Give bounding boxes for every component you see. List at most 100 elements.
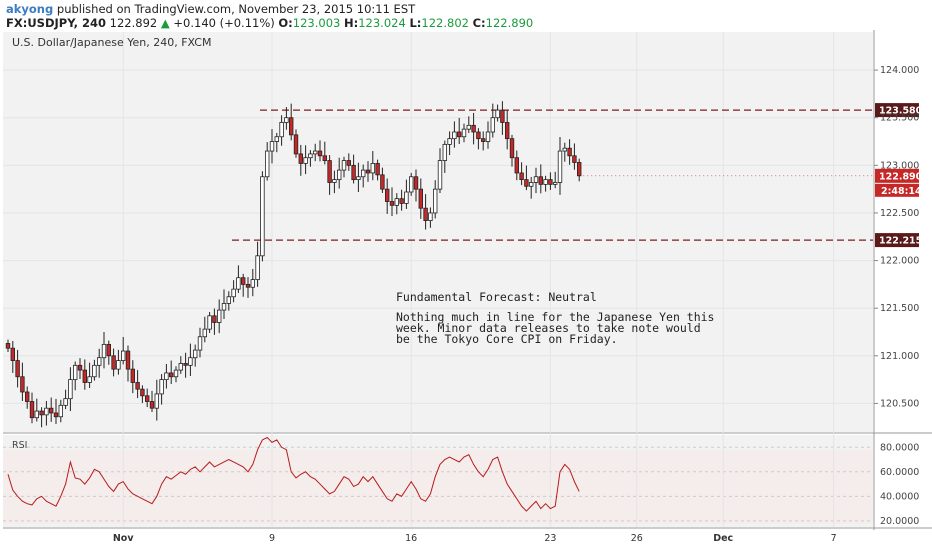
candle-body [255,255,260,281]
close-value: 122.890 [485,16,534,30]
candle-body [111,355,116,370]
candle-body [384,188,390,202]
candle-body [216,309,222,323]
candle-body [533,176,539,183]
candle-body [375,163,380,176]
candle-body [10,347,15,361]
level-price-text: 122.215 [879,236,922,247]
candle-body [24,391,30,402]
candle-body [519,172,524,181]
candle-body [322,155,327,161]
candle-body [274,136,279,142]
time-tick-label: Dec [713,533,733,544]
candle-body [572,155,577,163]
candle-body [418,188,423,209]
candle-body [260,176,265,257]
candle-body [288,117,294,136]
candle-body [197,336,203,351]
symbol-label[interactable]: FX:USDJPY, 240 [6,16,106,30]
candle-body [87,376,92,383]
annotation-line-2: week. Minor data releases to take note w… [396,321,701,335]
candle-body [15,360,20,378]
candle-body [168,372,174,378]
candle-body [149,401,155,409]
open-key: O: [278,16,293,30]
candle-body [380,174,385,190]
annotation-line-1: Nothing much in line for the Japanese Ye… [396,310,715,324]
horizontal-levels: 123.580 122.215 122.890 2:48:14 [232,103,923,248]
candle-body [471,124,476,133]
price-tick-label: 124.000 [880,65,919,76]
candle-body [101,343,107,359]
rsi-tick-label: 20.0000 [880,516,919,527]
high-value: 123.024 [358,16,406,30]
candle-body [44,407,49,416]
candle-body [178,363,183,371]
candle-body [293,134,299,155]
candle-body [543,179,548,185]
candle-body [92,364,97,378]
current-price-tag [875,168,919,183]
candle-body [562,147,567,152]
candle-body [226,296,231,304]
change-up-icon: ▲ [160,16,170,30]
candle-body [312,150,318,155]
price-tick-label: 122.500 [880,208,919,219]
candle-body [82,369,87,383]
last-price: 122.892 [109,16,158,30]
candle-body [73,364,78,381]
author-link[interactable]: akyong [6,2,54,16]
chart-header: akyong published on TradingView.com, Nov… [0,0,932,30]
time-tick-label: Nov [113,533,134,544]
candle-body [144,395,150,402]
candle-body [413,176,419,190]
price-tick-label: 121.000 [880,351,919,362]
rsi-line [7,436,580,512]
candle-body [514,157,519,174]
candle-body [485,131,491,142]
candle-body [553,182,558,185]
quote-line: FX:USDJPY, 240 122.892 ▲ +0.140 (+0.11%)… [6,16,533,30]
candle-body [130,368,135,383]
rsi-band [3,450,873,524]
candle-body [356,176,361,181]
price-chart[interactable]: 123.580 122.215 122.890 2:48:14 124.000 123.… [0,30,932,550]
candle-body [173,369,179,378]
publish-text: published on TradingView.com, November 2… [56,2,416,16]
price-tick-label: 123.000 [880,160,919,171]
candle-body [106,343,111,357]
candle-body [154,393,159,409]
price-pane[interactable] [3,32,873,432]
candle-body [394,198,399,206]
price-tick-label: 123.500 [880,113,919,124]
candle-body [456,131,462,138]
candle-body [500,109,505,123]
low-key: L: [409,16,422,30]
axes-labels: 124.000 123.500 123.000 122.500 122.000 121.5… [113,65,919,544]
candle-body [63,398,68,406]
candle-body [20,376,25,393]
candle-body [336,169,342,181]
candle-body [221,303,227,311]
level-price-tag [875,233,919,248]
open-value: 123.003 [292,16,341,30]
price-tick-label: 121.500 [880,303,919,314]
candle-body [231,288,236,298]
candle-body [298,153,303,164]
candle-body [495,109,500,119]
level-price-text: 123.580 [879,106,923,117]
low-value: 122.802 [421,16,469,30]
candle-body [346,160,351,166]
candle-body [317,150,323,157]
candle-body [212,315,217,323]
candle-body [327,160,332,183]
candle-body [135,382,140,390]
candle-body [245,283,251,288]
candle-body [404,191,409,204]
candle-body [159,379,164,395]
rsi-series [7,436,580,512]
candle-body [452,131,457,140]
candle-body [29,401,35,419]
candle-body [504,122,510,140]
chart-title: U.S. Dollar/Japanese Yen, 240, FXCM [12,36,211,49]
